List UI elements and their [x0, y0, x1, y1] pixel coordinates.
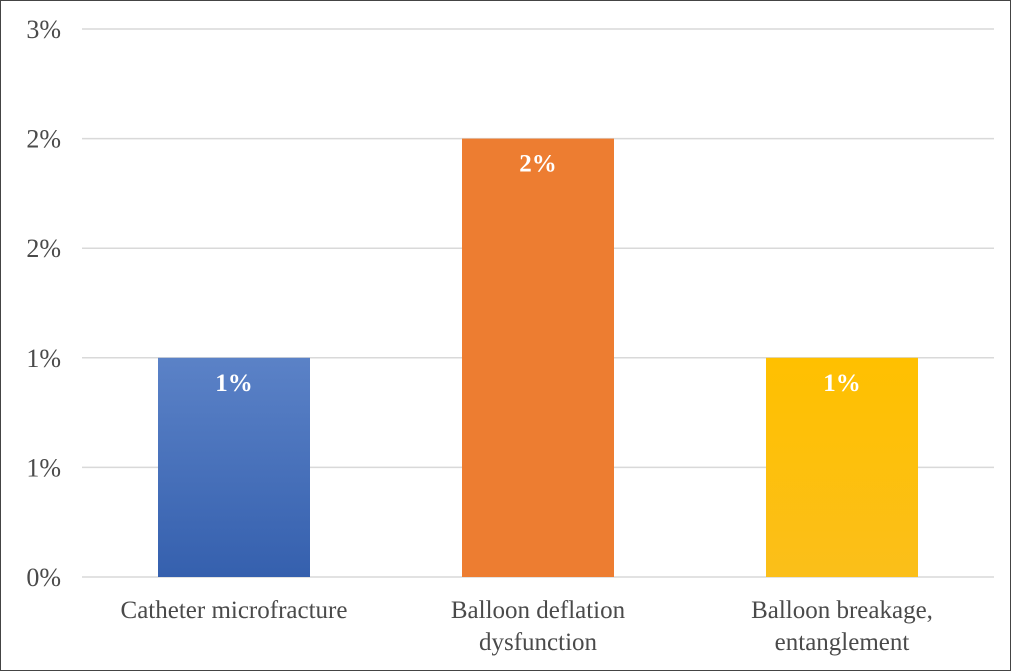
y-tick-label-1: 1% [26, 453, 61, 482]
data-label-1: 2% [519, 151, 557, 178]
category-label-0-line-0: Catheter microfracture [121, 597, 348, 624]
y-tick-label-2: 1% [26, 344, 61, 373]
y-tick-label-5: 3% [26, 15, 61, 44]
category-label-2-line-0: Balloon breakage, [751, 597, 933, 624]
category-label-1-line-0: Balloon deflation [451, 597, 626, 624]
y-tick-label-4: 2% [26, 125, 61, 154]
bar-2 [766, 357, 918, 577]
x-axis-category-labels: Catheter microfracture Balloon deflation d… [121, 597, 933, 656]
y-tick-label-0: 0% [26, 563, 61, 592]
y-tick-label-3: 2% [26, 234, 61, 263]
bar-0 [158, 357, 310, 577]
bar-1 [462, 138, 614, 577]
data-label-0: 1% [215, 370, 253, 397]
bars: 1% 2% 1% [158, 138, 918, 577]
category-label-2-line-1: entanglement [775, 629, 910, 656]
category-label-1-line-1: dysfunction [479, 629, 598, 656]
data-label-2: 1% [823, 370, 861, 397]
y-axis-tick-labels: 0% 1% 1% 2% 2% 3% [26, 15, 61, 592]
